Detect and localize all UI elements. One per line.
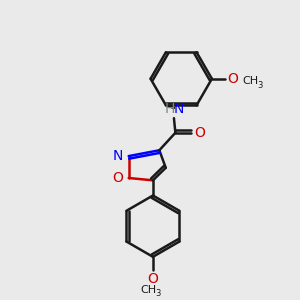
Text: H: H (165, 102, 175, 116)
Text: CH: CH (141, 284, 157, 295)
Text: 3: 3 (257, 81, 262, 90)
Text: O: O (148, 272, 158, 286)
Text: O: O (227, 72, 238, 86)
Text: 3: 3 (155, 289, 160, 298)
Text: N: N (174, 102, 184, 116)
Text: CH: CH (242, 76, 259, 86)
Text: N: N (113, 149, 123, 163)
Text: O: O (194, 126, 205, 140)
Text: O: O (112, 171, 123, 185)
